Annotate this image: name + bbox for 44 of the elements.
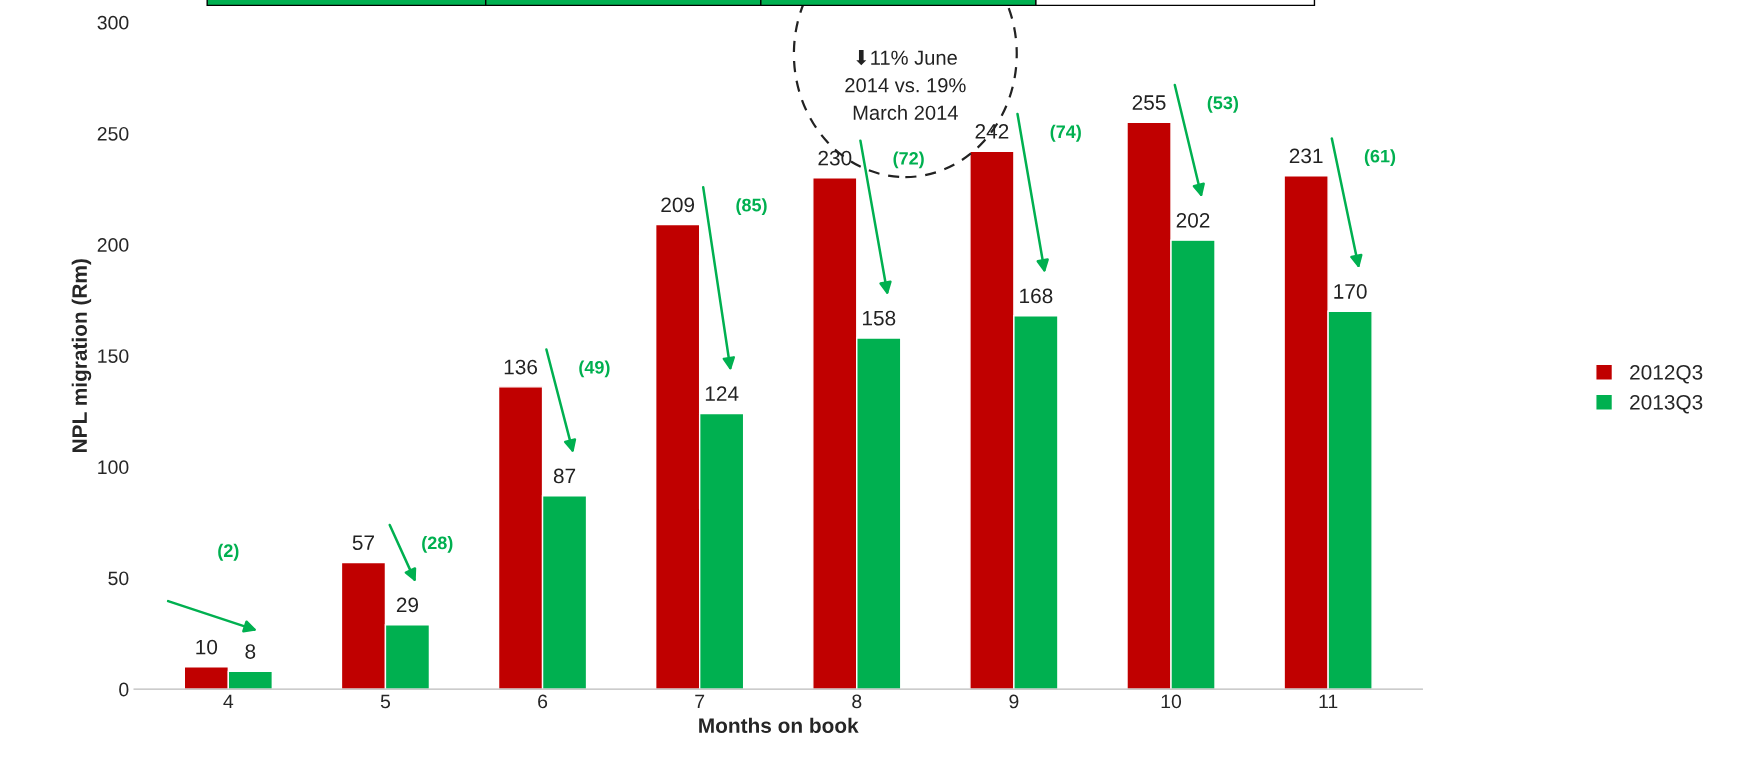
y-tick-label: 100: [98, 460, 129, 475]
x-axis-title: Months on book: [699, 717, 859, 733]
x-tick-label: 11: [1319, 694, 1338, 709]
x-tick-label: 4: [223, 694, 234, 709]
data-label: 8: [245, 644, 256, 659]
data-label: 202: [1176, 212, 1210, 228]
annotation: (49): [579, 360, 610, 378]
data-label: 255: [1132, 95, 1166, 110]
x-tick-label: 5: [380, 694, 391, 709]
annotation: (61): [1364, 149, 1396, 167]
data-label: 170: [1334, 284, 1367, 299]
data-label: 168: [1020, 288, 1053, 304]
legend-label: 2013Q3: [1630, 394, 1703, 414]
data-label: 136: [504, 359, 538, 375]
data-label: 124: [705, 386, 739, 401]
annotation: (72): [893, 151, 924, 169]
x-tick-label: 7: [695, 694, 705, 709]
x-tick-label: 9: [1009, 694, 1019, 709]
y-tick-label: 0: [119, 682, 129, 697]
data-label: 87: [553, 468, 576, 484]
x-tick-label: 8: [852, 694, 862, 709]
annotation: ⬇11% June 2014 vs. 19% March 2014: [845, 49, 966, 120]
legend-label: 2012Q3: [1630, 365, 1703, 384]
data-label: 242: [975, 124, 1009, 139]
x-tick-label: 10: [1161, 694, 1182, 709]
y-tick-label: 150: [98, 349, 129, 363]
data-label: 209: [661, 197, 695, 213]
y-axis-title: NPL migration (Rm): [71, 259, 92, 452]
data-label: 29: [396, 597, 419, 613]
y-tick-label: 250: [97, 126, 129, 141]
data-label: 230: [818, 150, 852, 166]
x-tick-label: 6: [538, 694, 548, 709]
annotation: (85): [736, 198, 767, 216]
annotation: (53): [1207, 95, 1239, 113]
y-tick-label: 200: [97, 238, 129, 252]
annotation: (2): [218, 543, 239, 561]
data-label: 57: [352, 535, 374, 550]
y-tick-label: 50: [108, 571, 129, 586]
y-tick-label: 300: [97, 15, 129, 30]
data-label: 10: [196, 639, 218, 655]
annotation: (28): [422, 536, 453, 553]
annotation: (74): [1050, 124, 1081, 142]
data-label: 231: [1289, 148, 1323, 164]
data-label: 158: [862, 310, 896, 326]
